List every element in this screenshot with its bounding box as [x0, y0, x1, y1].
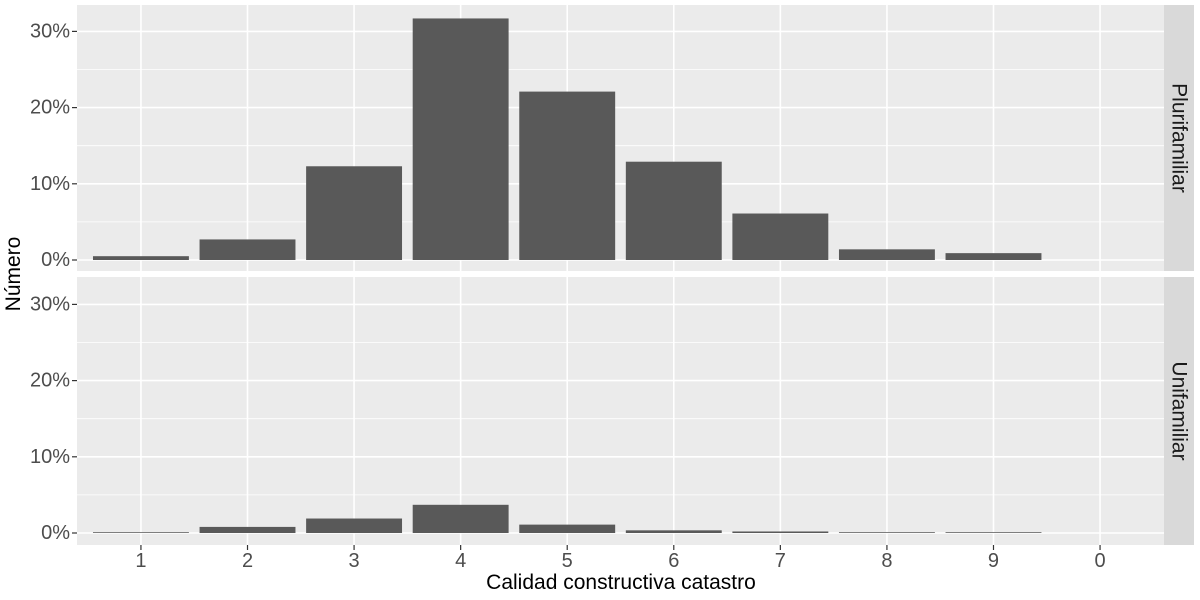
strip-label: Plurifamiliar	[1168, 83, 1191, 193]
y-tick-label: 10%	[30, 446, 70, 468]
bar-plurifamiliar-9	[945, 253, 1042, 260]
bar-plurifamiliar-7	[732, 213, 829, 260]
bar-plurifamiliar-4	[412, 18, 509, 260]
bar-unifamiliar-8	[838, 532, 935, 533]
bar-plurifamiliar-2	[199, 239, 296, 260]
x-tick-label-8: 8	[881, 550, 892, 572]
x-tick-label-4: 4	[455, 550, 466, 572]
facet-strips: Plurifamiliar Unifamiliar	[1164, 5, 1194, 545]
x-tick-label-2: 2	[242, 550, 253, 572]
bar-plurifamiliar-1	[92, 256, 189, 260]
x-axis-ticks: 1 2 3 4 5 6 7 8 9 0	[135, 545, 1106, 572]
x-tick-label-0: 0	[1094, 550, 1105, 572]
y-tick-label: 20%	[30, 370, 70, 392]
facet-strip-unifamiliar: Unifamiliar	[1164, 277, 1194, 545]
bar-unifamiliar-7	[732, 531, 829, 533]
bar-plurifamiliar-3	[306, 166, 403, 260]
y-tick-label: 20%	[30, 97, 70, 119]
strip-label: Unifamiliar	[1168, 361, 1191, 460]
panel-background	[77, 5, 1164, 271]
bar-unifamiliar-6	[625, 530, 722, 533]
x-tick-label-1: 1	[135, 550, 146, 572]
facet-panel-plurifamiliar	[77, 5, 1164, 271]
bar-unifamiliar-3	[306, 518, 403, 533]
bar-unifamiliar-9	[945, 532, 1042, 533]
strip-background	[1164, 277, 1194, 545]
bar-unifamiliar-4	[412, 504, 509, 533]
y-tick-label: 30%	[30, 293, 70, 315]
bar-unifamiliar-5	[519, 524, 616, 533]
y-tick-label: 0%	[41, 249, 70, 271]
strip-background	[1164, 5, 1194, 271]
x-tick-label-7: 7	[775, 550, 786, 572]
x-tick-label-3: 3	[349, 550, 360, 572]
x-axis-title: Calidad constructiva catastro	[486, 571, 756, 594]
facet-strip-plurifamiliar: Plurifamiliar	[1164, 5, 1194, 271]
y-tick-label: 10%	[30, 173, 70, 195]
y-axis-ticks: 0% 10% 20% 30% 0% 10% 20% 30%	[30, 20, 77, 544]
bar-unifamiliar-1	[92, 532, 189, 533]
x-tick-label-9: 9	[988, 550, 999, 572]
bar-plurifamiliar-5	[519, 91, 616, 261]
x-tick-label-6: 6	[668, 550, 679, 572]
facet-panel-unifamiliar	[77, 277, 1164, 545]
y-axis-title: Número	[2, 237, 25, 312]
y-tick-label: 30%	[30, 20, 70, 42]
y-tick-label: 0%	[41, 522, 70, 544]
panel-background	[77, 277, 1164, 545]
x-tick-label-5: 5	[562, 550, 573, 572]
bar-unifamiliar-2	[199, 526, 296, 533]
bar-plurifamiliar-8	[838, 249, 935, 260]
facet-panels	[77, 5, 1164, 545]
bar-plurifamiliar-6	[625, 161, 722, 260]
